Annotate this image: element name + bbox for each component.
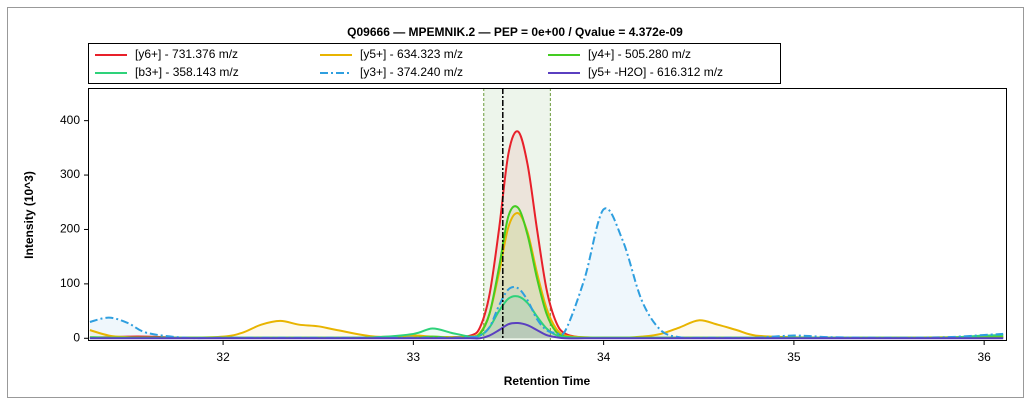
legend-label: [y6+] - 731.376 m/z <box>135 47 238 61</box>
y-tick-label: 100 <box>60 276 80 290</box>
chart-title: Q09666 — MPEMNIK.2 — PEP = 0e+00 / Qvalu… <box>347 25 683 39</box>
y-tick-label: 300 <box>60 167 80 181</box>
series-line <box>89 212 1004 339</box>
y-tick-label: 0 <box>73 330 80 344</box>
x-tick-label: 33 <box>407 350 421 364</box>
legend-box <box>88 43 781 84</box>
x-axis-label: Retention Time <box>504 374 591 388</box>
legend-label: [y3+] - 374.240 m/z <box>360 65 463 79</box>
peak-region <box>483 88 551 341</box>
legend-label: [y4+] - 505.280 m/z <box>588 47 691 61</box>
y-tick-label: 400 <box>60 113 80 127</box>
x-tick-label: 35 <box>787 350 801 364</box>
y-axis-label: Intensity (10^3) <box>22 171 36 259</box>
legend-label: [b3+] - 358.143 m/z <box>135 65 239 79</box>
plot-area <box>89 88 1004 341</box>
series-line <box>89 321 1004 340</box>
legend-label: [y5+] - 634.323 m/z <box>360 47 463 61</box>
x-tick-label: 36 <box>977 350 991 364</box>
x-tick-label: 34 <box>597 350 611 364</box>
x-tick-label: 32 <box>216 350 230 364</box>
series-area <box>89 131 1004 339</box>
legend-label: [y5+ -H2O] - 616.312 m/z <box>588 65 723 79</box>
plot-frame <box>88 88 1007 341</box>
y-tick-label: 200 <box>60 222 80 236</box>
